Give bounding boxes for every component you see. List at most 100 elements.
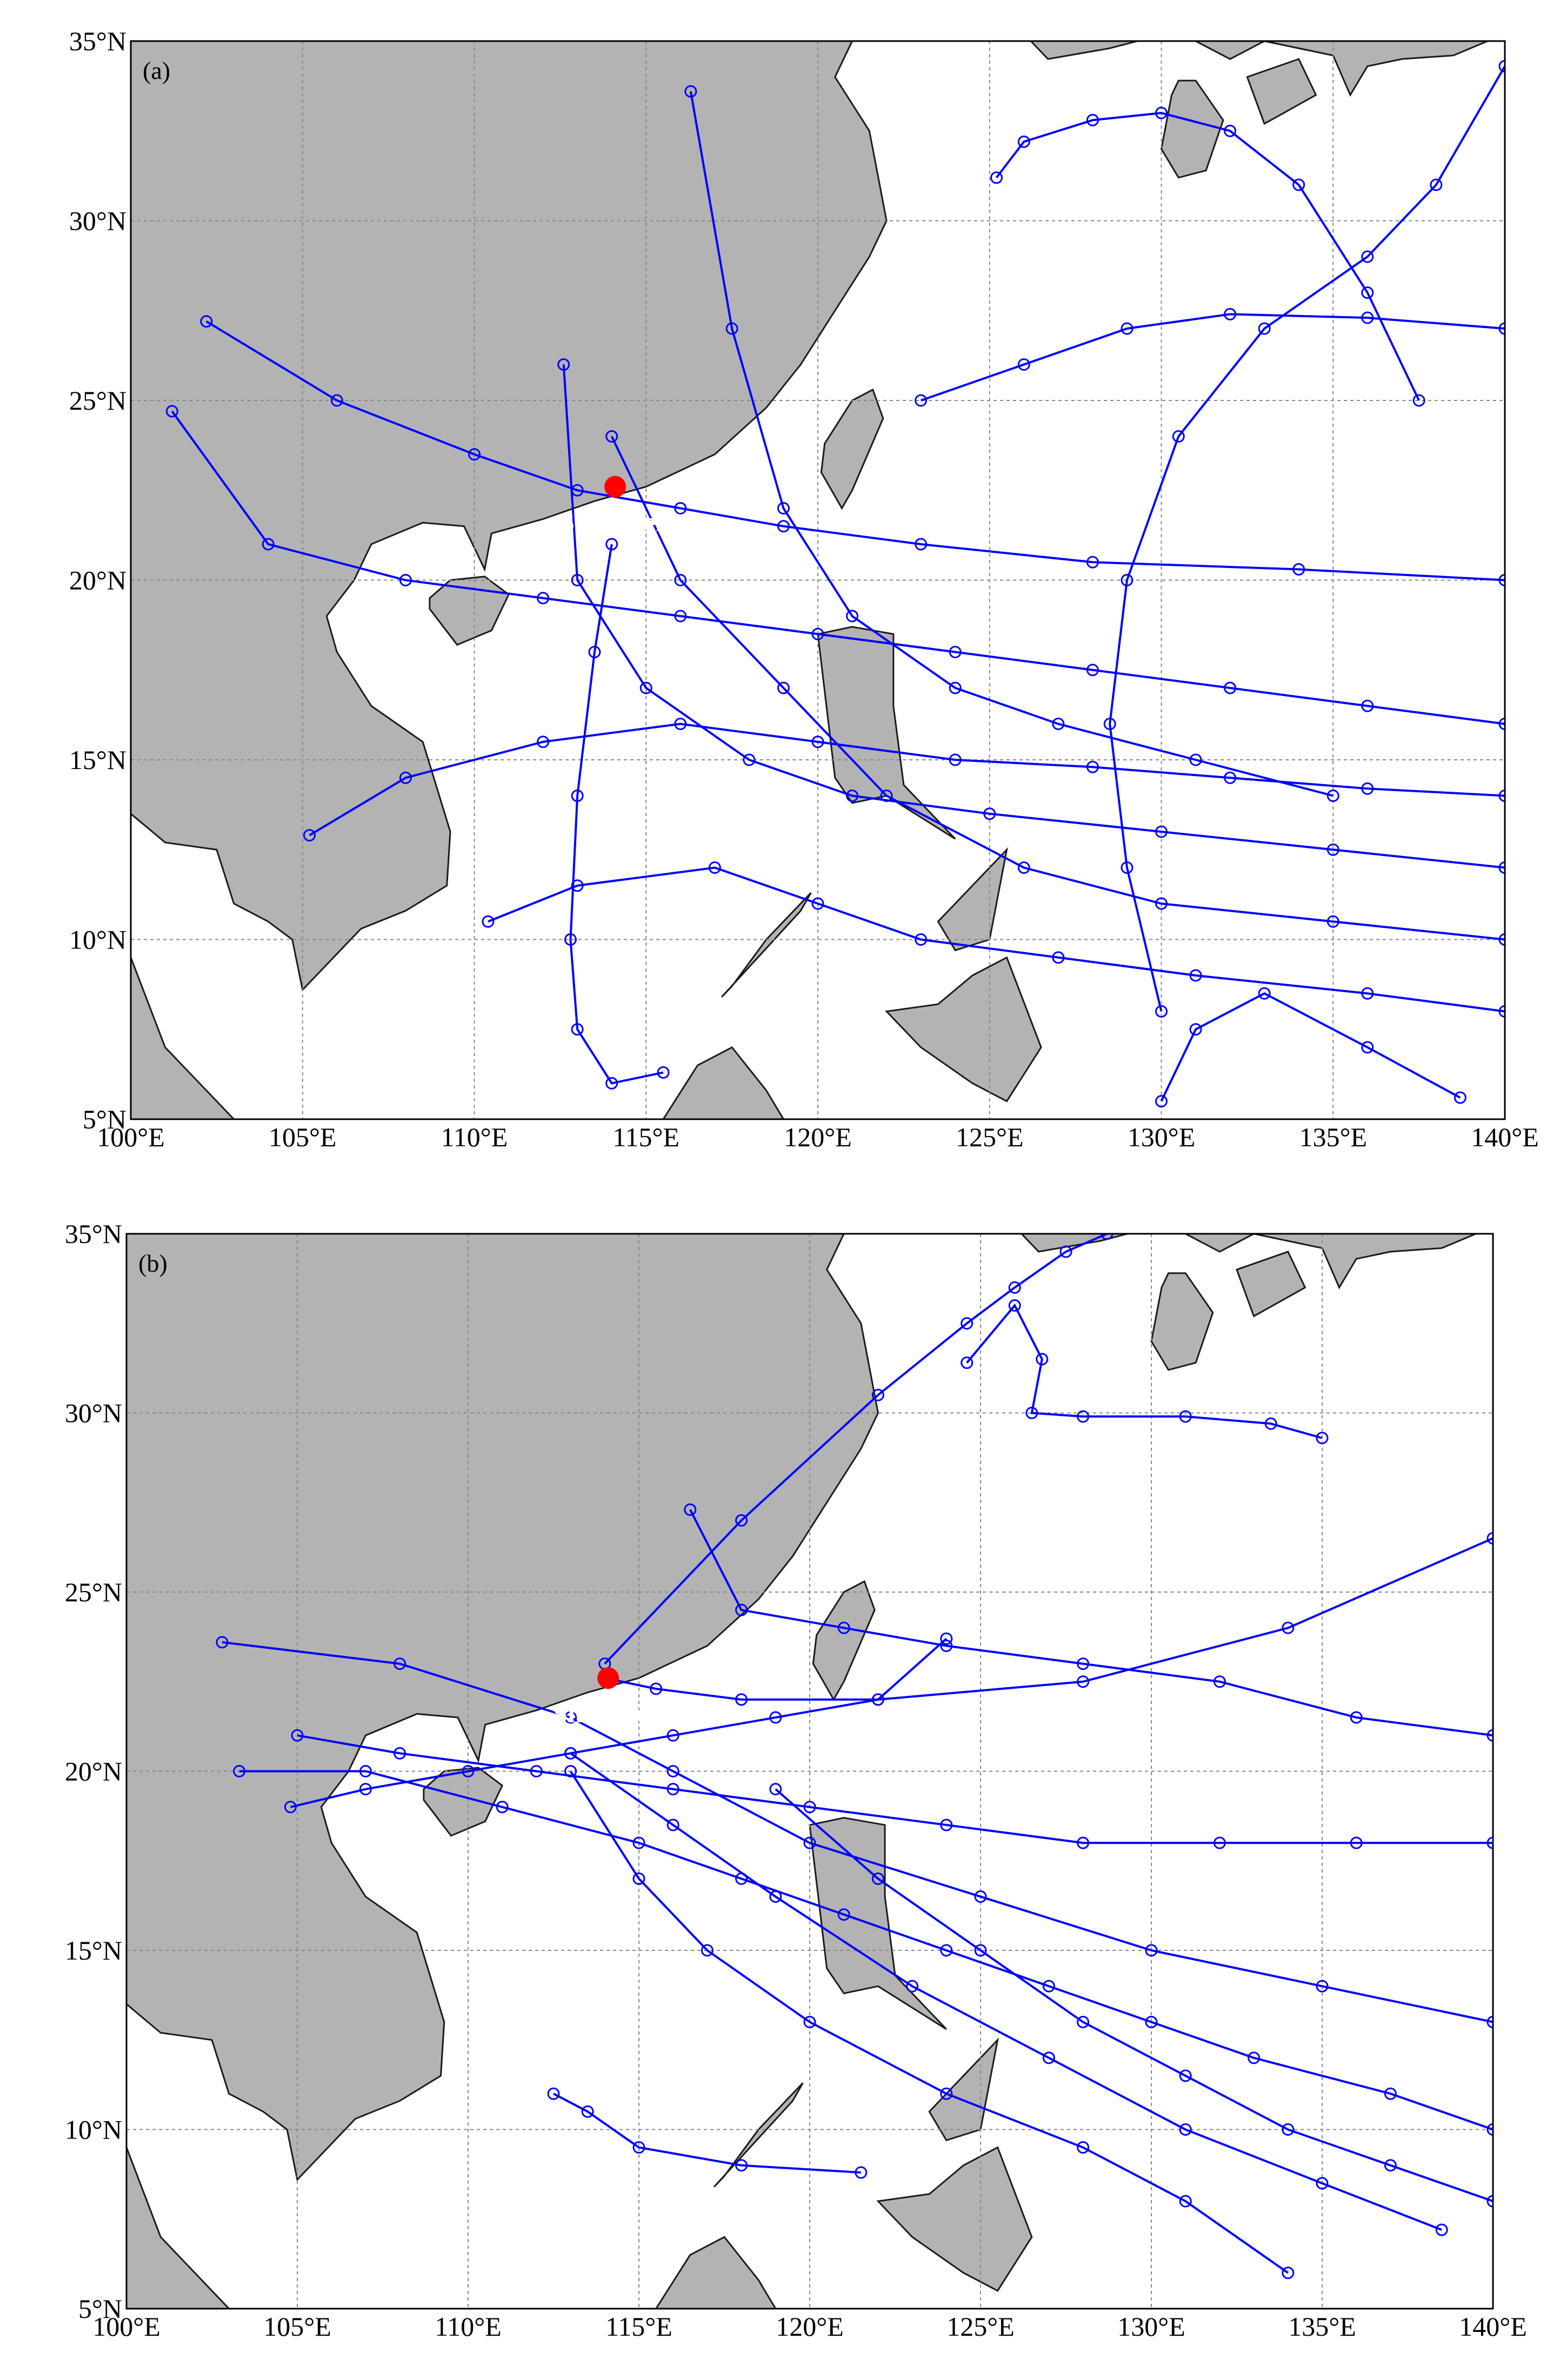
land <box>809 1817 947 2030</box>
y-tick-label: 25°N <box>69 385 126 416</box>
track-line <box>966 1303 1323 1439</box>
track-point <box>1361 1041 1374 1054</box>
track-line <box>995 111 1420 401</box>
track-point <box>1224 771 1237 784</box>
track-point <box>233 1765 246 1777</box>
track-point <box>846 610 859 623</box>
track-point <box>1412 394 1425 407</box>
track-point <box>1086 664 1099 677</box>
city-marker <box>604 476 626 498</box>
track-point <box>1316 1980 1329 1993</box>
track-line <box>1109 65 1505 1012</box>
track-point <box>1384 2087 1397 2100</box>
track-point <box>940 1639 953 1652</box>
track-point <box>399 574 412 586</box>
track-point <box>1350 1836 1363 1849</box>
track-line <box>222 1641 1493 2023</box>
track-point <box>394 1747 406 1760</box>
track-point <box>1059 1245 1072 1258</box>
track-line <box>553 2092 861 2174</box>
track-point <box>1189 1023 1202 1036</box>
track-point <box>880 790 893 802</box>
track-point <box>1361 987 1374 1000</box>
track-point <box>1498 1005 1505 1018</box>
x-tick-label: 135°E <box>1299 1122 1367 1152</box>
y-tick-label: 10°N <box>69 925 126 955</box>
track-point <box>1101 1234 1114 1240</box>
y-tick-label: 10°N <box>65 2115 122 2145</box>
track-point <box>735 2159 748 2172</box>
map-panel <box>131 41 1505 1119</box>
track-point <box>1435 2223 1448 2236</box>
land <box>423 1767 504 1837</box>
track-point <box>605 430 618 443</box>
track-point <box>940 2087 953 2100</box>
track-point <box>837 1908 850 1921</box>
track-point <box>284 1801 297 1814</box>
land <box>820 388 884 510</box>
track-point <box>855 2166 868 2179</box>
track-point <box>1326 915 1339 928</box>
track-line <box>205 320 1505 581</box>
track-point <box>557 358 570 371</box>
track-point <box>200 315 213 328</box>
track-point <box>588 646 601 658</box>
track-point <box>915 933 928 946</box>
x-tick-label: 130°E <box>1117 2311 1185 2342</box>
track-point <box>743 753 756 766</box>
track-point <box>1248 2051 1261 2064</box>
x-tick-label: 140°E <box>1459 2311 1527 2342</box>
track-point <box>359 1765 372 1777</box>
track-point <box>674 718 687 730</box>
track-line <box>569 1770 1289 2274</box>
track-point <box>1282 1621 1295 1634</box>
track-point <box>1155 1095 1168 1108</box>
track-line <box>290 1637 948 1808</box>
track-point <box>1350 1711 1363 1724</box>
track-point <box>359 1783 372 1796</box>
track-point <box>666 1783 679 1796</box>
track-point <box>605 1077 618 1089</box>
track-point <box>1145 1944 1158 1957</box>
track-point <box>846 790 859 802</box>
track-point <box>837 1621 850 1634</box>
track-point <box>735 1872 748 1885</box>
y-tick-label: 30°N <box>65 1398 122 1428</box>
y-tick-label: 20°N <box>69 565 126 596</box>
land <box>1150 1272 1214 1371</box>
track-point <box>1036 1353 1049 1366</box>
track-point <box>1121 574 1134 586</box>
land <box>655 2236 777 2309</box>
track-point <box>666 1819 679 1831</box>
track-point <box>1008 1299 1021 1312</box>
y-tick-label: 30°N <box>69 206 126 236</box>
track-point <box>1077 1410 1090 1423</box>
track-point <box>1179 2123 1192 2136</box>
track-point <box>906 1980 919 1993</box>
land <box>1160 79 1224 179</box>
track-point <box>1498 933 1505 946</box>
track-point <box>581 2105 594 2118</box>
track-point <box>1486 2123 1493 2136</box>
track-point <box>1077 1836 1090 1849</box>
track-point <box>571 484 584 497</box>
track-point <box>1103 718 1116 730</box>
x-tick-label: 120°E <box>776 2311 844 2342</box>
track-point <box>1052 951 1065 964</box>
track-point <box>639 681 652 694</box>
x-tick-label: 120°E <box>784 1122 852 1152</box>
track-point <box>811 627 824 640</box>
track-point <box>777 520 790 533</box>
track-line <box>309 723 1505 837</box>
track-point <box>1077 2141 1090 2154</box>
y-tick-label: 25°N <box>65 1577 122 1607</box>
track-point <box>871 1693 884 1706</box>
track-line <box>775 1788 1493 2202</box>
x-tick-label: 115°E <box>605 2311 672 2342</box>
track-point <box>1155 106 1168 119</box>
land <box>662 1046 785 1119</box>
track-point <box>632 1872 645 1885</box>
track-point <box>1361 311 1374 324</box>
track-point <box>564 933 577 946</box>
